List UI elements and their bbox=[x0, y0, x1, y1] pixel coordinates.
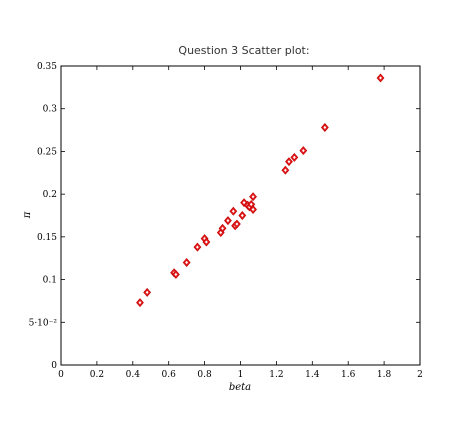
x-tick-label: 0 bbox=[58, 370, 64, 380]
x-tick-label: 1.8 bbox=[377, 370, 392, 380]
axis-ticks: 0 0.2 0.4 0.6 0.8 1 1.2 1.4 1.6 1.8 2 0 5·10⁻² 0.1 0.1… bbox=[29, 62, 423, 380]
y-tick-label: 0.15 bbox=[37, 233, 57, 243]
data-point bbox=[299, 146, 308, 156]
data-point bbox=[224, 216, 232, 226]
data-point bbox=[202, 237, 211, 247]
data-point bbox=[143, 287, 152, 297]
data-point bbox=[249, 205, 257, 214]
x-tick-label: 0.4 bbox=[126, 370, 141, 380]
data-point bbox=[233, 219, 241, 229]
data-point bbox=[136, 298, 144, 308]
x-tick-label: 2 bbox=[417, 370, 423, 380]
y-tick-label: 0.3 bbox=[43, 105, 58, 115]
data-points bbox=[136, 73, 385, 308]
data-point bbox=[320, 123, 329, 132]
x-axis-label: beta bbox=[229, 382, 251, 393]
y-tick-label: 0.2 bbox=[43, 190, 57, 200]
data-point bbox=[182, 258, 191, 267]
data-point bbox=[290, 152, 299, 162]
data-point bbox=[193, 242, 202, 252]
y-tick-label: 0 bbox=[51, 361, 57, 371]
data-point bbox=[285, 157, 293, 167]
data-point bbox=[229, 206, 238, 216]
y-tick-label: 5·10⁻² bbox=[29, 318, 58, 328]
data-point bbox=[218, 223, 227, 233]
data-point bbox=[238, 211, 247, 220]
data-point bbox=[281, 165, 290, 175]
data-point bbox=[249, 192, 257, 202]
x-tick-label: 1 bbox=[238, 370, 244, 380]
x-tick-label: 1.4 bbox=[305, 370, 320, 380]
data-point bbox=[171, 269, 180, 279]
x-tick-label: 0.8 bbox=[197, 370, 212, 380]
y-tick-label: 0.1 bbox=[43, 276, 57, 286]
x-tick-label: 1.2 bbox=[269, 370, 283, 380]
x-tick-label: 1.6 bbox=[341, 370, 356, 380]
data-point bbox=[376, 73, 385, 83]
y-tick-label: 0.35 bbox=[37, 62, 57, 72]
x-tick-label: 0.2 bbox=[90, 370, 104, 380]
x-tick-label: 0.6 bbox=[162, 370, 177, 380]
y-axis-label: π bbox=[22, 211, 33, 219]
chart-title: Question 3 Scatter plot: bbox=[178, 44, 309, 57]
y-tick-label: 0.25 bbox=[37, 147, 57, 157]
